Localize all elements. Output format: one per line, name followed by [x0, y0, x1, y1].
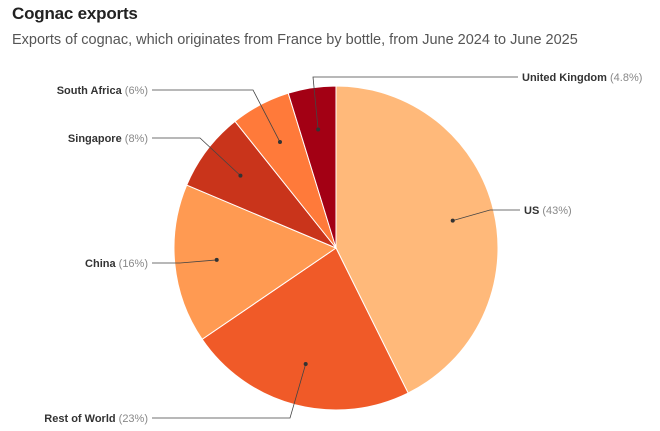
label-name-china: China	[85, 258, 116, 270]
leader-line-us	[452, 209, 520, 221]
label-us: US (43%)	[524, 205, 572, 217]
leader-dot-china	[214, 257, 219, 262]
label-name-rest-of-world: Rest of World	[44, 413, 115, 425]
leader-line-china	[152, 259, 217, 264]
leader-line-singapore	[152, 137, 241, 176]
slice-rest-of-world	[201, 247, 409, 411]
label-rest-of-world: Rest of World (23%)	[44, 413, 148, 425]
label-value-rest-of-world: (23%)	[116, 413, 148, 425]
label-value-china: (16%)	[116, 258, 148, 270]
slice-united-kingdom	[287, 85, 337, 249]
leader-dot-united-kingdom	[316, 127, 321, 132]
leader-dot-us	[450, 218, 455, 223]
chart-title: Cognac exports	[12, 4, 138, 23]
label-singapore: Singapore (8%)	[68, 133, 148, 145]
chart-subtitle: Exports of cognac, which originates from…	[12, 32, 578, 48]
leader-line-south-africa	[152, 89, 281, 143]
leader-lines	[152, 76, 520, 419]
label-value-singapore: (8%)	[122, 133, 148, 145]
leader-dot-south-africa	[277, 140, 282, 145]
leader-dot-singapore	[238, 173, 243, 178]
label-name-united-kingdom: United Kingdom	[522, 72, 607, 84]
leader-line-rest-of-world	[152, 363, 307, 419]
label-name-us: US	[524, 205, 539, 217]
label-value-united-kingdom: (4.8%)	[607, 72, 642, 84]
slice-labels: US (43%) Rest of World (23%) China (16%) Si…	[44, 72, 642, 425]
pie-slices	[173, 85, 499, 411]
label-name-singapore: Singapore	[68, 133, 122, 145]
leader-dot-rest-of-world	[303, 361, 308, 366]
label-china: China (16%)	[85, 258, 148, 270]
label-united-kingdom: United Kingdom (4.8%)	[522, 72, 642, 84]
slice-us	[335, 85, 499, 394]
label-name-south-africa: South Africa	[57, 85, 123, 97]
slice-china	[173, 184, 338, 340]
label-value-south-africa: (6%)	[122, 85, 148, 97]
leader-line-united-kingdom	[312, 76, 518, 130]
label-value-us: (43%)	[539, 205, 571, 217]
label-south-africa: South Africa (6%)	[57, 85, 148, 97]
